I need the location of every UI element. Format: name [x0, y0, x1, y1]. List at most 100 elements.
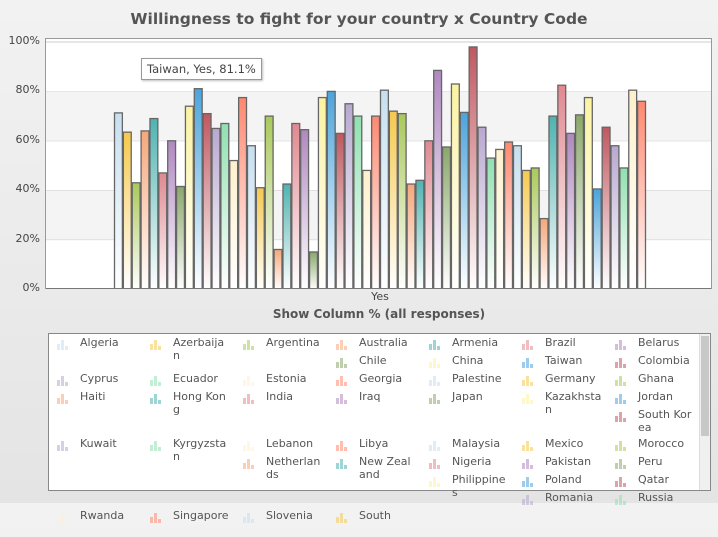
legend-item-azerbaijan[interactable]: Azerbaijan: [146, 335, 239, 364]
legend-item-chile[interactable]: Chile: [332, 353, 425, 371]
bar-philippines[interactable]: [450, 83, 460, 289]
legend-item-germany[interactable]: Germany: [518, 371, 611, 389]
legend-item-netherlands[interactable]: Netherlands: [239, 454, 332, 483]
legend-item-colombia[interactable]: Colombia: [611, 353, 704, 371]
legend-item-slovenia[interactable]: Slovenia: [239, 508, 332, 526]
bar-haiti[interactable]: [273, 248, 283, 289]
bar-chile[interactable]: [175, 185, 186, 289]
legend-scrollbar[interactable]: [699, 334, 710, 490]
legend-item-georgia[interactable]: Georgia: [332, 371, 425, 389]
legend-item-singapore[interactable]: Singapore: [146, 508, 239, 537]
legend-item-belarus[interactable]: Belarus: [611, 335, 704, 353]
legend-item-china[interactable]: China: [425, 353, 518, 371]
legend-item-australia[interactable]: Australia: [332, 335, 425, 353]
legend-item-taiwan[interactable]: Taiwan: [518, 353, 611, 371]
legend-item-brazil[interactable]: Brazil: [518, 335, 611, 353]
bar-brazil[interactable]: [158, 172, 168, 289]
bar-algeria[interactable]: [113, 112, 124, 289]
legend-item-rwanda[interactable]: Rwanda: [53, 508, 146, 526]
bar-germany[interactable]: [255, 187, 265, 289]
bar-south[interactable]: [521, 169, 531, 289]
bar-ecuador[interactable]: [220, 122, 230, 289]
bar[interactable]: [592, 188, 602, 289]
legend-item-ghana[interactable]: Ghana: [611, 371, 704, 389]
legend-item-estonia[interactable]: Estonia: [239, 371, 332, 389]
legend-item-lebanon[interactable]: Lebanon: [239, 436, 332, 454]
bar-hong-kong[interactable]: [282, 183, 292, 289]
bar[interactable]: [636, 100, 647, 289]
bar[interactable]: [601, 126, 611, 289]
bar-cyprus[interactable]: [211, 127, 221, 289]
legend-item-peru[interactable]: Peru: [611, 454, 704, 472]
bar[interactable]: [539, 217, 549, 289]
legend-item-kazakhstan[interactable]: Kazakhstan: [518, 389, 611, 418]
bar-morocco[interactable]: [397, 112, 407, 289]
bar-kazakhstan[interactable]: [317, 96, 327, 289]
bar-nigeria[interactable]: [424, 140, 434, 289]
legend-item-south-korea[interactable]: South Korea: [611, 407, 704, 436]
bar-ghana[interactable]: [264, 115, 274, 289]
bar-netherlands[interactable]: [406, 183, 416, 289]
legend-item-iraq[interactable]: Iraq: [332, 389, 425, 407]
bar-lebanon[interactable]: [362, 169, 372, 289]
bar-argentina[interactable]: [131, 182, 141, 289]
bar-malaysia[interactable]: [379, 89, 390, 289]
bar-taiwan[interactable]: [193, 88, 203, 289]
legend-item-cyprus[interactable]: Cyprus: [53, 371, 146, 389]
legend-item-new-zealand[interactable]: New Zealand: [332, 454, 425, 483]
bar[interactable]: [619, 167, 629, 289]
legend-item-algeria[interactable]: Algeria: [53, 335, 146, 353]
bar-peru[interactable]: [441, 146, 452, 289]
bar-south-korea[interactable]: [335, 132, 345, 289]
bar[interactable]: [566, 132, 576, 289]
scrollbar-thumb[interactable]: [701, 336, 709, 436]
legend-item-poland[interactable]: Poland: [518, 472, 611, 490]
legend-item-malaysia[interactable]: Malaysia: [425, 436, 518, 454]
legend-item-hong-kong[interactable]: Hong Kong: [146, 389, 239, 418]
bar[interactable]: [583, 96, 593, 289]
bar-romania[interactable]: [477, 126, 487, 289]
bar-belarus[interactable]: [167, 140, 177, 289]
legend-item-kuwait[interactable]: Kuwait: [53, 436, 146, 454]
bar[interactable]: [574, 114, 585, 289]
legend-item-nigeria[interactable]: Nigeria: [425, 454, 518, 472]
bar-new-zealand[interactable]: [415, 179, 425, 289]
bar-qatar[interactable]: [468, 46, 478, 289]
legend-item-romania[interactable]: Romania: [518, 490, 611, 508]
legend-item-libya[interactable]: Libya: [332, 436, 425, 454]
legend-item-south[interactable]: South: [332, 508, 425, 526]
legend-item-haiti[interactable]: Haiti: [53, 389, 146, 407]
bar-azerbaijan[interactable]: [122, 131, 132, 289]
bar-china[interactable]: [184, 105, 194, 289]
bar-india[interactable]: [291, 122, 301, 289]
bar-palestine[interactable]: [246, 145, 257, 289]
bar-jordan[interactable]: [326, 90, 336, 289]
bar-estonia[interactable]: [229, 159, 239, 289]
bar[interactable]: [548, 115, 558, 289]
legend-item-philippines[interactable]: Philippines: [425, 472, 518, 501]
bar[interactable]: [557, 84, 567, 289]
bar-australia[interactable]: [140, 130, 150, 289]
bar-mexico[interactable]: [388, 110, 398, 289]
bar-georgia[interactable]: [237, 96, 248, 289]
bar-pakistan[interactable]: [433, 69, 443, 289]
bar-armenia[interactable]: [149, 117, 159, 289]
bar-kyrgyzstan[interactable]: [353, 115, 363, 289]
legend-item-ecuador[interactable]: Ecuador: [146, 371, 239, 389]
legend-item-qatar[interactable]: Qatar: [611, 472, 704, 490]
bar[interactable]: [628, 89, 638, 289]
legend-item-argentina[interactable]: Argentina: [239, 335, 332, 364]
legend-item-japan[interactable]: Japan: [425, 389, 518, 407]
bar-libya[interactable]: [370, 115, 381, 289]
legend-item-russia[interactable]: Russia: [611, 490, 704, 508]
legend-item-mexico[interactable]: Mexico: [518, 436, 611, 454]
bar-rwanda[interactable]: [495, 148, 505, 289]
legend-item-morocco[interactable]: Morocco: [611, 436, 704, 454]
legend-item-jordan[interactable]: Jordan: [611, 389, 704, 407]
bar-colombia[interactable]: [202, 112, 212, 289]
legend-item-kyrgyzstan[interactable]: Kyrgyzstan: [146, 436, 239, 465]
bar[interactable]: [530, 167, 540, 289]
bar-russia[interactable]: [486, 157, 496, 289]
bar[interactable]: [610, 145, 620, 289]
bar-singapore[interactable]: [503, 141, 514, 289]
